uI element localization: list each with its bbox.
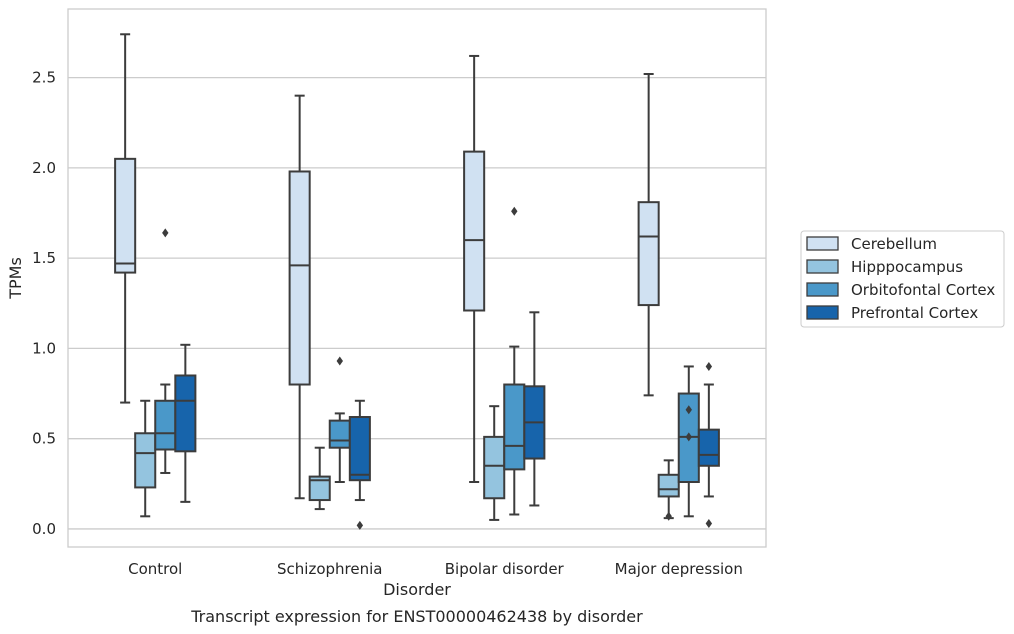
legend-frame <box>800 230 1005 328</box>
y-tick-label: 1.0 <box>32 339 56 357</box>
outlier-point <box>356 520 364 530</box>
box-group <box>677 365 700 518</box>
box <box>697 428 720 467</box>
box-group <box>483 405 506 521</box>
box-group <box>288 94 311 500</box>
box <box>308 475 331 502</box>
box <box>288 170 311 386</box>
box <box>637 201 660 307</box>
outlier-point <box>665 511 672 521</box>
box-group <box>308 446 331 511</box>
box-group <box>523 311 546 507</box>
outlier-point <box>685 405 692 415</box>
box-group <box>348 399 371 530</box>
boxes <box>114 33 720 530</box>
box-group <box>463 54 486 484</box>
outlier-point <box>685 432 692 442</box>
box-group <box>134 399 157 518</box>
legend-label: Hipppocampus <box>851 258 963 276</box>
y-tick-label: 2.5 <box>32 69 56 87</box>
legend-swatch <box>806 236 839 251</box>
box-group <box>637 72 660 397</box>
x-tick-label: Major depression <box>615 560 743 578</box>
y-axis-title: TPMs <box>6 257 25 300</box>
box-group <box>328 356 351 484</box>
y-tick-label: 1.5 <box>32 249 56 267</box>
box <box>114 157 137 274</box>
box-group <box>697 361 720 529</box>
box <box>483 435 506 500</box>
outlier-point <box>705 361 713 371</box>
box <box>503 383 526 471</box>
box-group <box>154 228 177 474</box>
outlier-point <box>162 228 169 238</box>
box <box>657 473 680 498</box>
legend-label: Orbitofontal Cortex <box>851 281 995 299</box>
box-group <box>503 206 526 516</box>
legend: Cerebellum Hipppocampus Orbitofontal Corte… <box>800 230 1005 328</box>
box <box>348 416 371 482</box>
legend-swatch <box>806 282 839 297</box>
box-group <box>174 343 197 503</box>
plot-frame <box>67 8 767 548</box>
legend-swatch <box>806 305 839 320</box>
legend-label: Prefrontal Cortex <box>851 304 978 322</box>
box <box>463 150 486 312</box>
x-tick-label: Schizophrenia <box>277 560 382 578</box>
outlier-point <box>336 356 343 366</box>
legend-label: Cerebellum <box>851 235 937 253</box>
box <box>154 399 177 451</box>
y-tick-label: 0.0 <box>32 520 56 538</box>
x-tick-label: Bipolar disorder <box>445 560 565 578</box>
y-tick-label: 0.5 <box>32 430 56 448</box>
outlier-point <box>511 206 518 216</box>
box-group <box>114 33 137 404</box>
box <box>134 432 157 489</box>
legend-swatch <box>806 259 839 274</box>
y-tick-label: 2.0 <box>32 159 56 177</box>
y-tick-labels: 0.0 0.5 1.0 1.5 2.0 2.5 <box>32 69 56 538</box>
chart-caption: Transcript expression for ENST0000046243… <box>190 607 643 626</box>
box <box>328 419 351 449</box>
x-tick-label: Control <box>128 560 182 578</box>
x-tick-labels: Control Schizophrenia Bipolar disorder Majo… <box>128 560 743 578</box>
outlier-point <box>705 519 713 529</box>
box <box>174 374 197 453</box>
x-axis-title: Disorder <box>383 580 451 599</box>
gridlines <box>68 76 766 530</box>
box-group <box>657 459 680 521</box>
